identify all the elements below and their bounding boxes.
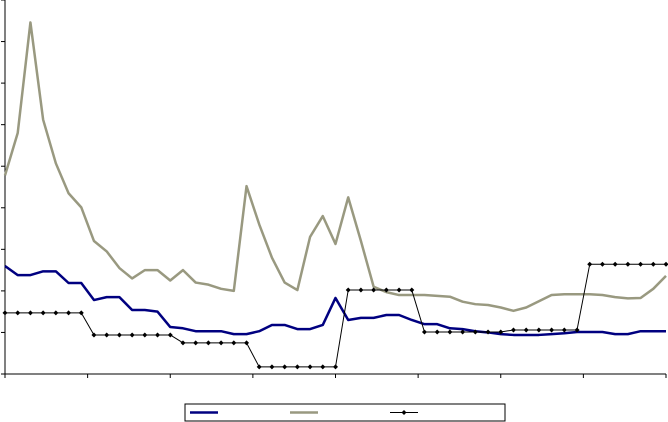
point-marker	[269, 364, 275, 370]
point-marker	[282, 364, 288, 370]
point-marker	[574, 327, 580, 333]
point-marker	[142, 332, 148, 338]
point-marker	[244, 340, 250, 346]
point-marker	[485, 329, 491, 335]
series-line	[5, 263, 666, 368]
point-marker	[180, 340, 186, 346]
legend-box	[184, 403, 506, 422]
point-marker	[612, 261, 618, 267]
point-marker	[599, 261, 605, 267]
point-marker	[66, 310, 72, 316]
point-marker	[294, 364, 300, 370]
point-marker	[536, 327, 542, 333]
point-marker	[53, 310, 59, 316]
point-marker	[205, 340, 211, 346]
legend-marker	[401, 410, 407, 415]
point-marker	[663, 261, 668, 267]
point-marker	[167, 332, 173, 338]
point-marker	[625, 261, 631, 267]
point-marker	[421, 329, 427, 335]
point-marker	[447, 329, 453, 335]
point-marker	[638, 261, 644, 267]
point-marker	[498, 329, 504, 335]
point-marker	[650, 261, 656, 267]
point-marker	[307, 364, 313, 370]
point-marker	[15, 310, 21, 316]
point-marker	[587, 261, 593, 267]
point-marker	[116, 332, 122, 338]
point-marker	[345, 287, 351, 293]
point-marker	[371, 287, 377, 293]
point-marker	[383, 287, 389, 293]
point-marker	[409, 287, 415, 293]
point-marker	[333, 364, 338, 370]
point-marker	[460, 329, 466, 335]
point-marker	[231, 340, 237, 346]
series-line	[4, 264, 666, 337]
point-marker	[78, 310, 84, 316]
series-line	[3, 21, 667, 313]
point-marker	[320, 364, 326, 370]
point-marker	[472, 329, 478, 335]
point-marker	[155, 332, 161, 338]
point-marker	[193, 340, 199, 346]
point-marker	[549, 327, 555, 333]
point-marker	[358, 287, 364, 293]
point-marker	[218, 340, 224, 346]
point-marker	[27, 310, 33, 316]
point-marker	[2, 310, 8, 316]
point-marker	[510, 327, 516, 333]
point-marker	[561, 327, 567, 333]
point-marker	[396, 287, 402, 293]
point-marker	[91, 332, 97, 338]
point-marker	[104, 332, 110, 338]
point-marker	[523, 327, 529, 333]
point-marker	[129, 332, 135, 338]
point-marker	[434, 329, 440, 335]
point-marker	[256, 364, 262, 370]
point-marker	[40, 310, 46, 316]
